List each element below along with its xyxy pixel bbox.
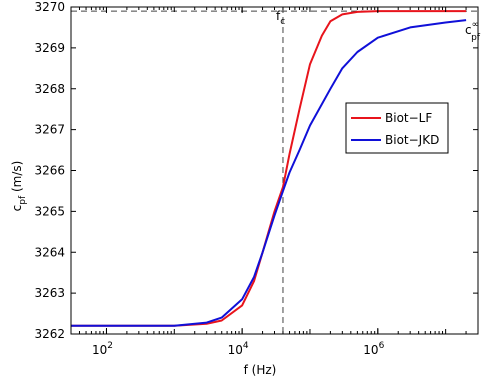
y-axis-label: cpf (m/s) (10, 161, 28, 212)
x-axis-label: f (Hz) (244, 363, 277, 377)
y-tick-label: 3267 (34, 123, 65, 137)
fc-annotation: fc (276, 9, 285, 27)
axis-labels: 3262 3263 3264 3265 3266 3267 3268 3269 3270 102 1… (34, 0, 384, 357)
legend-box (345, 102, 449, 154)
y-tick-label: 3263 (34, 286, 65, 300)
legend: Biot−LF Biot−JKD (345, 102, 449, 154)
cinf-annotation: c∞ pf (465, 20, 481, 43)
axis-ticks (70, 6, 479, 335)
series-line-1 (71, 19, 467, 327)
y-tick-label: 3262 (34, 327, 65, 341)
series-line-0 (71, 10, 467, 327)
y-tick-label: 3266 (34, 164, 65, 178)
y-tick-label: 3269 (34, 41, 65, 55)
legend-label-biot-jkd: Biot−JKD (385, 133, 439, 147)
y-tick-label: 3264 (34, 245, 65, 259)
legend-label-biot-lf: Biot−LF (385, 111, 432, 125)
x-tick-label: 106 (363, 341, 384, 357)
y-tick-label: 3268 (34, 82, 65, 96)
x-tick-label: 104 (228, 341, 249, 357)
y-tick-label: 3270 (34, 0, 65, 14)
x-tick-label: 102 (92, 341, 113, 357)
y-tick-label: 3265 (34, 204, 65, 218)
